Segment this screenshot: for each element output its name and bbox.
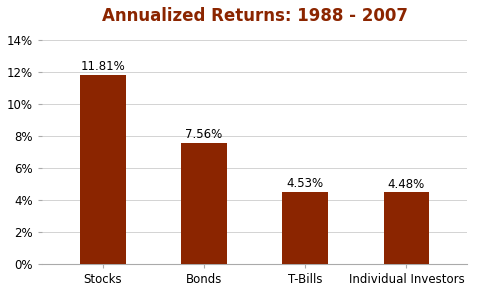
Bar [384, 193, 429, 264]
Text: 4.48%: 4.48% [388, 178, 425, 191]
Bar [283, 192, 328, 264]
Text: 4.53%: 4.53% [287, 177, 324, 190]
Text: 11.81%: 11.81% [80, 60, 125, 74]
Title: Annualized Returns: 1988 - 2007: Annualized Returns: 1988 - 2007 [102, 7, 408, 25]
Bar [80, 75, 125, 264]
Bar [181, 143, 227, 264]
Text: 7.56%: 7.56% [185, 129, 223, 142]
